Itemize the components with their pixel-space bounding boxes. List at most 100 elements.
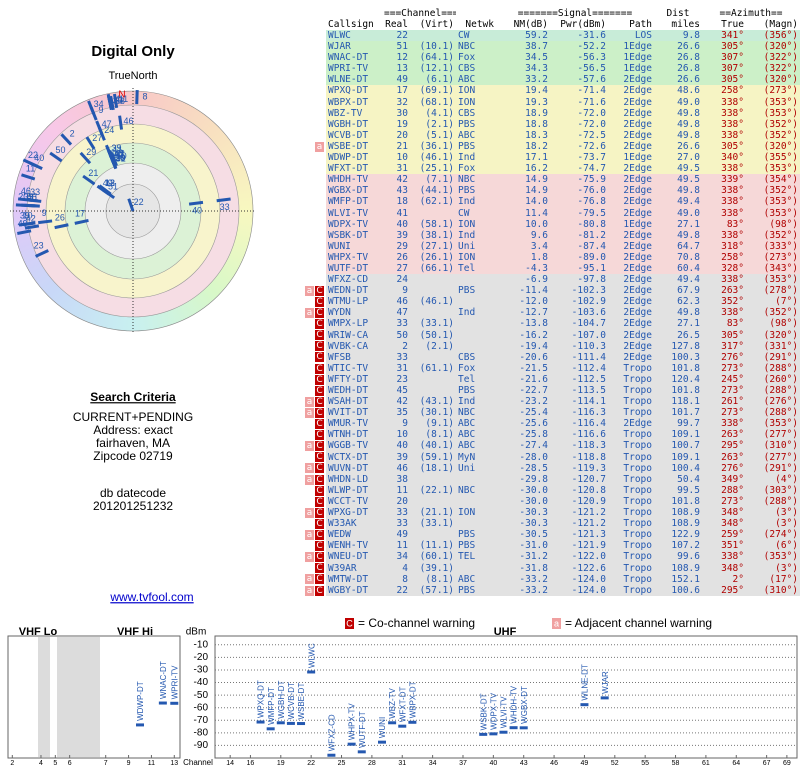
signal-label: WLWC	[307, 643, 316, 668]
warning-icon: C	[315, 419, 324, 429]
y-tick-label: -70	[194, 715, 209, 726]
cell-az: 273°	[721, 385, 744, 396]
cell-az: 349°	[721, 473, 744, 485]
band-label: UHF	[494, 626, 517, 638]
cell-pwr: -87.4	[577, 240, 606, 252]
cell-pwr: -121.3	[571, 529, 606, 541]
cell-virt	[410, 274, 456, 285]
cell-dist: 49.0	[677, 96, 700, 108]
cell-dist: 100.6	[671, 584, 700, 596]
cell-nm: -19.4	[519, 340, 548, 352]
cell-az: 245°	[721, 373, 744, 385]
cell-netwk: PBS	[458, 584, 476, 596]
cell-nm: 9.6	[530, 229, 548, 241]
cell-real: 9	[402, 285, 408, 297]
cell-dist: 26.6	[677, 140, 700, 152]
cell-pwr: -81.2	[577, 229, 606, 241]
cell-magn: (343°)	[763, 262, 798, 274]
cell-real: 4	[402, 562, 408, 574]
cell-dist: 99.5	[677, 484, 700, 496]
cell-pwr: -110.3	[571, 340, 606, 352]
station-channel: 29	[86, 147, 96, 157]
signal-label: WCVB-DT	[287, 682, 296, 719]
station-marker	[106, 93, 113, 109]
warning: C	[315, 352, 324, 363]
cell-virt	[410, 307, 456, 318]
x-axis-label: Channel	[183, 758, 213, 767]
cell-az: 339°	[721, 174, 744, 186]
cell-dist: 101.8	[671, 362, 700, 374]
cell-virt	[410, 30, 456, 41]
cell-az: 276°	[721, 351, 744, 363]
cell-dist: 48.6	[677, 85, 700, 97]
cell-pwr: -122.0	[571, 551, 606, 563]
cell-path: 2Edge	[623, 118, 652, 130]
warning: C	[315, 430, 324, 441]
cell-az: 338°	[721, 207, 744, 219]
cell-netwk: Fox	[458, 52, 476, 64]
cell-virt: (30.1)	[419, 407, 454, 419]
cell-netwk: Tel	[458, 373, 476, 385]
station-channel: 33	[113, 96, 123, 106]
cell-pwr: -113.5	[571, 385, 606, 396]
cell-nm: -30.3	[519, 518, 548, 530]
cell-virt: (40.1)	[419, 440, 454, 452]
cell-call: WHPX-TV	[328, 251, 369, 263]
station-marker	[38, 219, 53, 225]
spacer	[456, 8, 496, 19]
cell-dist: 109.1	[671, 429, 700, 441]
station-channel: 27	[92, 133, 102, 143]
cell-pwr: -121.2	[571, 507, 606, 519]
cell-nm: -11.4	[519, 285, 548, 297]
x-tick-label: 7	[104, 760, 108, 767]
cell-virt: (2.1)	[425, 340, 454, 352]
cell-az: 305°	[721, 140, 744, 152]
warning-icon: C	[315, 485, 324, 496]
cell-netwk	[456, 318, 496, 329]
station-marker	[79, 151, 92, 165]
cell-path: 2Edge	[623, 74, 652, 86]
cell-magn: (17°)	[769, 573, 798, 585]
cell-magn: (288°)	[763, 407, 798, 419]
cell-real: 41	[396, 207, 408, 219]
cell-netwk: PBS	[458, 118, 476, 130]
x-tick-label: 43	[520, 760, 528, 767]
site-link[interactable]: www.tvfool.com	[109, 590, 193, 604]
cell-call: WCCT-TV	[328, 495, 369, 507]
cell-netwk: ION	[458, 96, 476, 108]
station-channel: 11	[26, 164, 35, 174]
cell-virt: (33.1)	[419, 518, 454, 530]
cell-path: Tropo	[623, 573, 652, 585]
cell-magn: (353°)	[763, 163, 798, 175]
cell-az: 295°	[721, 440, 744, 452]
signal-label: WPRI-TV	[170, 665, 179, 699]
warning-icon: a	[305, 308, 314, 318]
cell-call: WPXQ-DT	[328, 85, 369, 97]
station-row: WBPX-DT 32 (68.1) ION 19.3 -71.6 2Edge 49.0 338°…	[326, 96, 800, 108]
cell-magn: (260°)	[763, 373, 798, 385]
cell-path: LOS	[634, 30, 652, 41]
cell-magn: (3°)	[775, 562, 798, 574]
cell-nm: -6.9	[525, 274, 548, 286]
cell-nm: -31.2	[519, 551, 548, 563]
cell-dist: 122.9	[671, 529, 700, 541]
cell-virt: (60.1)	[419, 551, 454, 563]
cell-nm: -25.8	[519, 429, 548, 441]
cell-nm: 11.4	[525, 207, 548, 219]
cell-magn: (353°)	[763, 196, 798, 208]
cell-netwk: Ind	[458, 229, 476, 241]
signal-label: WGBX-DT	[520, 686, 529, 724]
cell-magn: (333°)	[763, 240, 798, 252]
station-row: WTNH-DT 10 (8.1) ABC -25.8 -116.6 Tropo 109.1 26…	[326, 429, 800, 441]
cell-magn: (288°)	[763, 362, 798, 374]
warning-icon: a	[305, 285, 314, 296]
cell-path: 2Edge	[623, 340, 652, 352]
warning: C	[315, 485, 324, 496]
cell-path: Tropo	[623, 540, 652, 552]
cell-dist: 101.8	[671, 385, 700, 396]
cell-netwk: ABC	[458, 74, 476, 86]
cell-dist: 100.7	[671, 440, 700, 452]
cell-pwr: -107.0	[571, 329, 606, 341]
